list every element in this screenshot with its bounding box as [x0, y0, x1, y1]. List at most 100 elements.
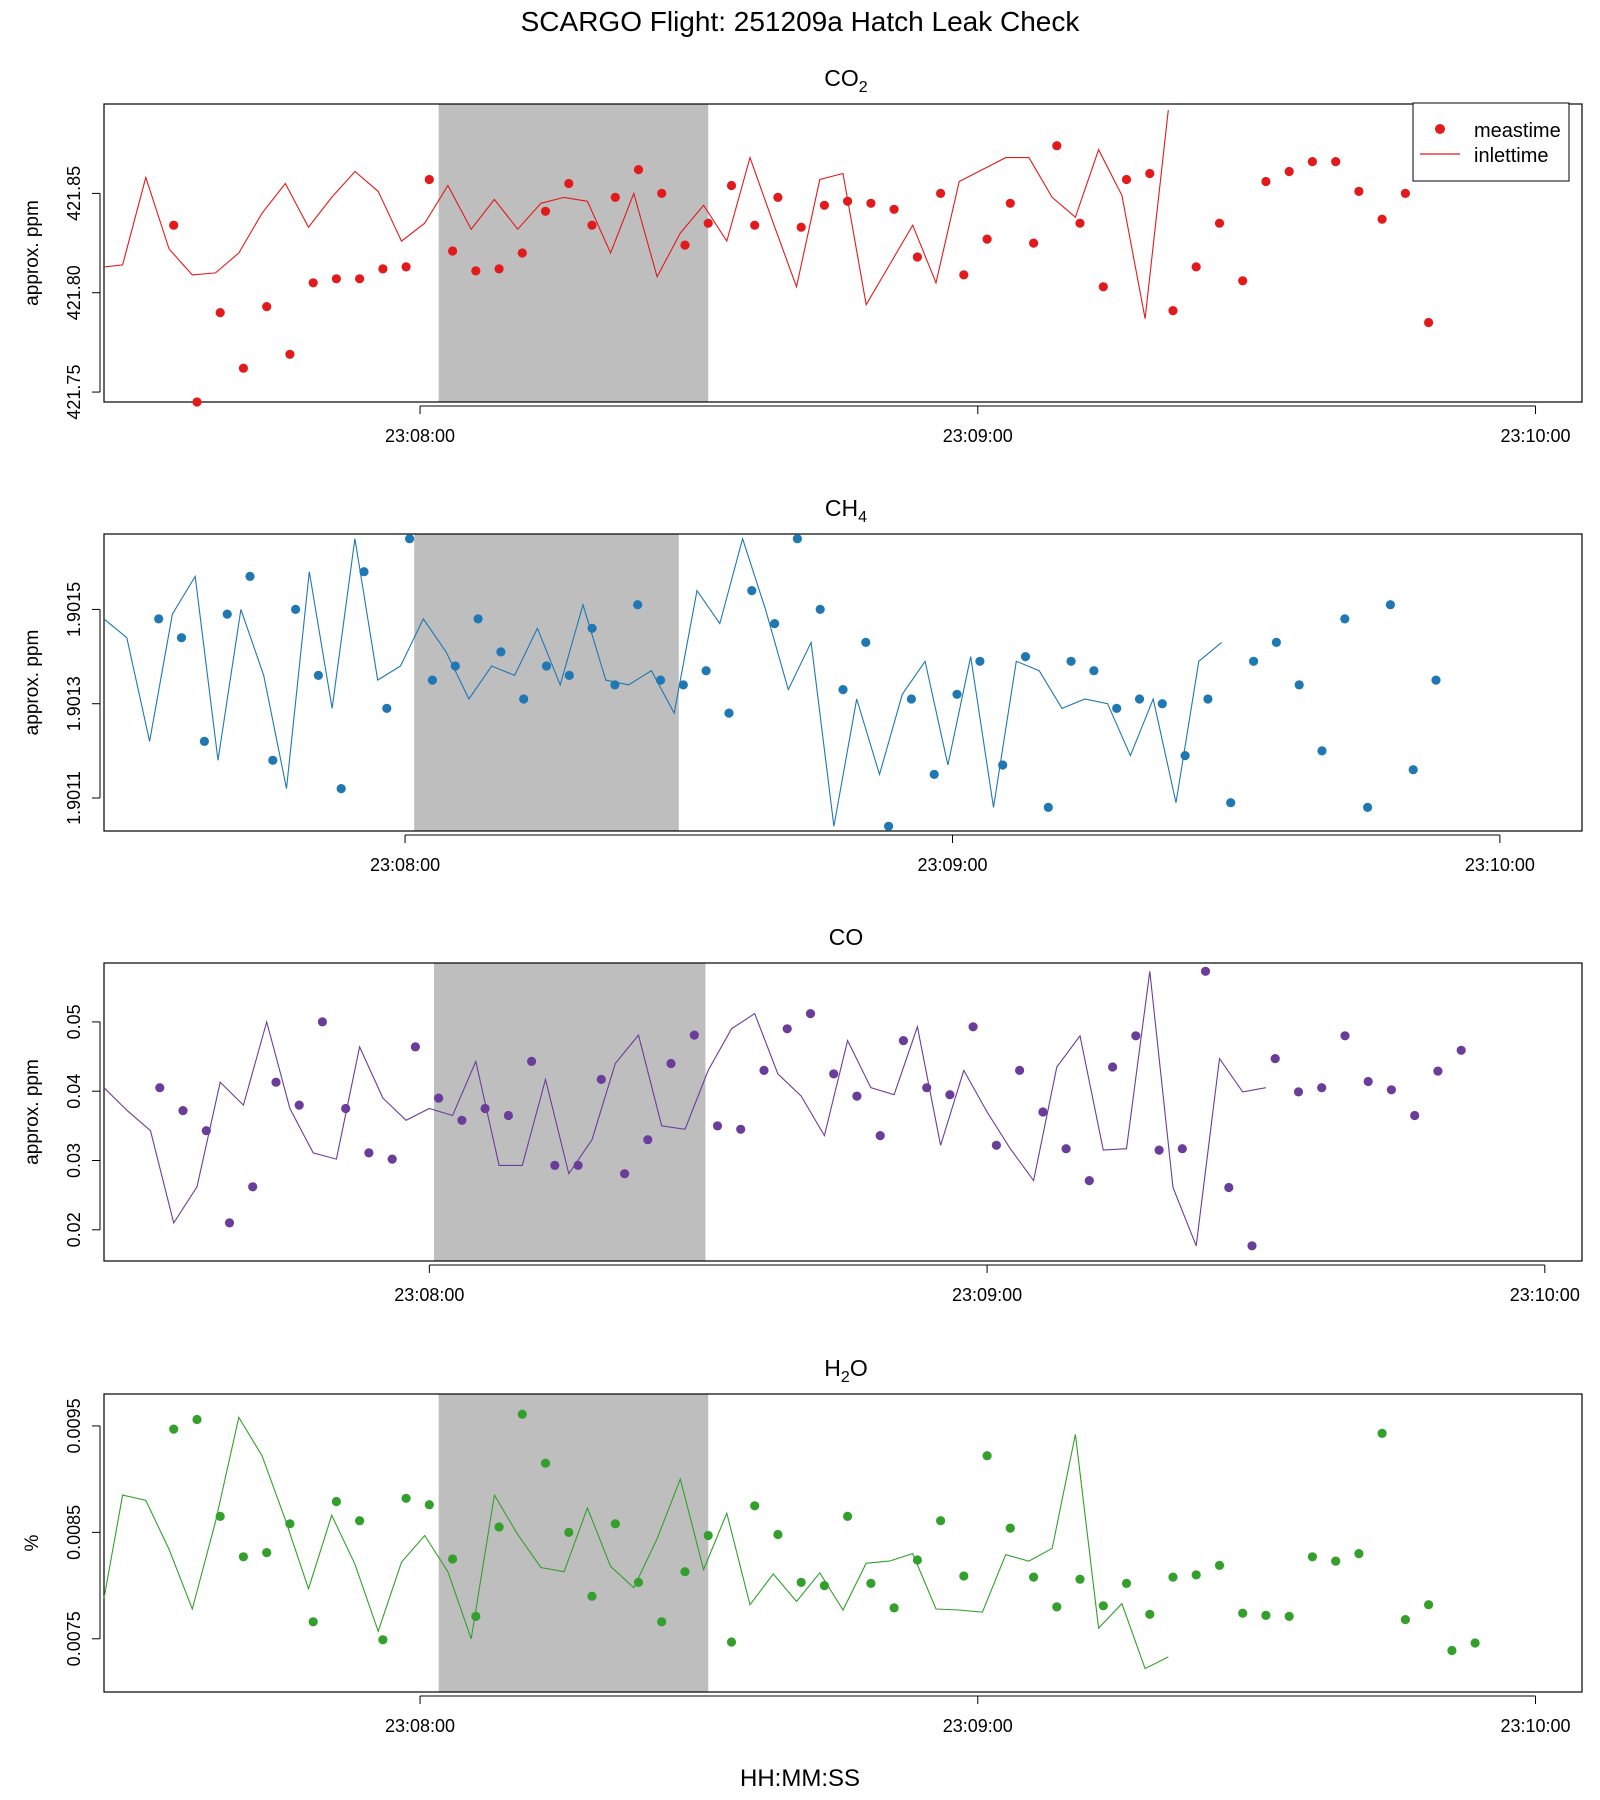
h2o-meastime-point [424, 1500, 434, 1510]
co-meastime-point [945, 1090, 955, 1100]
co-meastime-point [1154, 1145, 1164, 1155]
co-meastime-point [898, 1036, 909, 1046]
h2o-meastime-points [169, 1409, 1480, 1656]
co2-meastime-point [912, 252, 923, 262]
h2o-meastime-point [401, 1493, 411, 1503]
co-meastime-point [875, 1131, 885, 1141]
co2-meastime-point [401, 262, 411, 272]
co2-meastime-point [169, 220, 179, 230]
h2o-meastime-point [750, 1501, 760, 1511]
co-y-axis: 0.02 0.03 0.04 0.05 [64, 1004, 101, 1247]
h2o-meastime-point [1331, 1556, 1341, 1566]
co2-meastime-point [1331, 157, 1341, 167]
ch4-meastime-point [975, 656, 985, 666]
co2-meastime-point [1261, 176, 1271, 187]
h2o-inlettime-line [103, 1415, 1169, 1670]
h2o-meastime-point [936, 1516, 946, 1526]
h2o-meastime-point [169, 1424, 179, 1434]
h2o-meastime-point [610, 1519, 620, 1529]
h2o-meastime-point [564, 1527, 574, 1537]
h2o-meastime-point [1052, 1602, 1062, 1612]
co-meastime-point [1108, 1062, 1118, 1072]
co2-meastime-point [1191, 262, 1201, 272]
co-meastime-point [434, 1093, 444, 1103]
co-meastime-point [503, 1110, 513, 1121]
ch4-x-axis: 23:08:00 23:09:00 23:10:00 [370, 834, 1535, 875]
ch4-meastime-point [1431, 675, 1441, 685]
h2o-shaded-region [438, 1394, 709, 1692]
co2-meastime-point [796, 222, 806, 232]
co2-shaded-region [438, 104, 709, 402]
co-meastime-point [968, 1022, 978, 1032]
co-meastime-point [666, 1058, 676, 1069]
co-x-axis: 23:08:00 23:09:00 23:10:00 [394, 1264, 1580, 1305]
co-meastime-point [248, 1182, 258, 1192]
co2-meastime-point [680, 240, 690, 250]
co-meastime-point [1456, 1045, 1466, 1055]
h2o-y-tick-label: 0.0075 [64, 1611, 84, 1666]
h2o-meastime-point [819, 1581, 830, 1591]
panel-co: 0.02 0.03 0.04 0.05 23:08:00 23:09:00 23:10:0… [22, 924, 1583, 1305]
co-meastime-point [1317, 1083, 1327, 1093]
co-meastime-point [1270, 1054, 1280, 1064]
h2o-meastime-point [1354, 1549, 1364, 1559]
ch4-meastime-point [1363, 802, 1373, 813]
co-meastime-point [1340, 1031, 1350, 1041]
co-x-tick-label: 23:08:00 [394, 1285, 464, 1305]
ch4-meastime-point [1340, 614, 1350, 624]
h2o-meastime-point [1214, 1560, 1225, 1570]
h2o-meastime-point [1075, 1574, 1085, 1584]
ch4-meastime-point [1294, 680, 1304, 690]
ch4-meastime-point [1226, 798, 1236, 808]
h2o-y-tick-label: 0.0085 [64, 1505, 84, 1560]
ch4-meastime-point [929, 769, 939, 780]
h2o-meastime-point [912, 1555, 923, 1565]
co2-meastime-point [1029, 238, 1039, 248]
h2o-y-tick-label: 0.0095 [64, 1398, 84, 1453]
co2-meastime-point [657, 188, 667, 198]
figure-xlabel: HH:MM:SS [740, 1765, 860, 1792]
co-meastime-point [1015, 1065, 1025, 1075]
co2-meastime-point [1238, 276, 1248, 286]
ch4-meastime-point [359, 567, 369, 577]
co-y-tick-label: 0.03 [64, 1143, 84, 1178]
ch4-meastime-point [838, 685, 848, 695]
co-meastime-point [782, 1024, 792, 1034]
co-meastime-point [596, 1074, 606, 1084]
h2o-meastime-point [843, 1511, 853, 1521]
co2-meastime-point [936, 188, 946, 198]
h2o-meastime-point [726, 1637, 737, 1647]
co-meastime-point [178, 1106, 188, 1116]
co-meastime-point [1247, 1241, 1257, 1251]
co2-y-tick-label: 421.85 [64, 166, 84, 221]
co2-meastime-point [262, 302, 272, 312]
ch4-meastime-point [1317, 746, 1327, 756]
co2-meastime-point [1168, 306, 1178, 316]
h2o-meastime-point [587, 1591, 597, 1601]
legend-meastime-marker [1435, 124, 1445, 134]
ch4-meastime-point [427, 675, 437, 685]
h2o-meastime-point [1261, 1610, 1271, 1620]
ch4-meastime-point [701, 666, 711, 676]
co2-meastime-point [331, 274, 341, 284]
ch4-meastime-point [906, 694, 917, 704]
co-meastime-point [991, 1140, 1002, 1150]
co2-meastime-point [587, 220, 597, 230]
co-meastime-point [364, 1148, 374, 1158]
co2-meastime-point [1354, 186, 1364, 196]
h2o-meastime-point [285, 1519, 295, 1529]
co2-meastime-point [982, 234, 992, 244]
h2o-meastime-point [1145, 1609, 1155, 1619]
h2o-meastime-point [331, 1496, 341, 1507]
co2-y-tick-label: 421.80 [64, 265, 84, 320]
h2o-meastime-point [517, 1409, 527, 1419]
ch4-meastime-point [1408, 765, 1418, 775]
ch4-meastime-point [678, 680, 688, 690]
co-meastime-point [457, 1115, 467, 1125]
ch4-meastime-point [1066, 656, 1076, 666]
ch4-meastime-point [884, 821, 894, 831]
ch4-meastime-point [336, 784, 346, 794]
h2o-meastime-point [680, 1567, 690, 1577]
co2-meastime-point [1284, 166, 1294, 177]
co2-y-axis: 421.75 421.80 421.85 [64, 166, 101, 420]
